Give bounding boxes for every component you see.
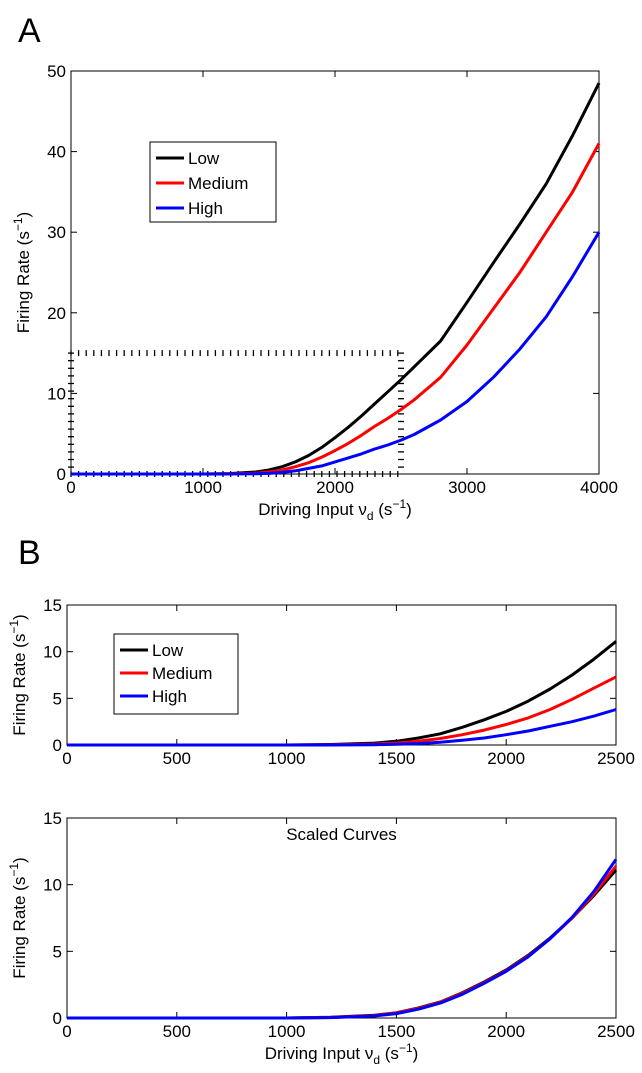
x-axis-label: Driving Input νd (s−1) <box>258 497 412 523</box>
panel-a-letter: A <box>18 12 41 50</box>
x-tick-label: 4000 <box>580 478 618 497</box>
legend-label-medium: Medium <box>188 174 248 193</box>
legend-label-high: High <box>152 687 187 706</box>
series-line-high <box>67 858 618 1020</box>
x-tick-label: 2500 <box>597 749 635 768</box>
y-tick-label: 5 <box>53 689 62 708</box>
series-line-medium <box>67 865 618 1020</box>
y-tick-label: 20 <box>47 304 66 323</box>
x-axis-label: Driving Input νd (s−1) <box>265 1041 419 1067</box>
legend-label-low: Low <box>152 641 184 660</box>
x-tick-label: 500 <box>163 749 191 768</box>
x-tick-label: 2000 <box>487 1022 525 1041</box>
y-tick-label: 10 <box>43 876 62 895</box>
y-axis-label: Firing Rate (s−1) <box>7 857 29 978</box>
x-tick-label: 0 <box>66 478 75 497</box>
legend: Low Medium High <box>149 141 277 223</box>
chart-title: Scaled Curves <box>286 825 397 844</box>
legend-label-high: High <box>188 199 223 218</box>
x-tick-label: 1500 <box>377 749 415 768</box>
x-tick-label: 500 <box>163 1022 191 1041</box>
panel-b-bottom: 0 500 1000 1500 2000 2500 0 5 10 15 Driving Input … <box>7 809 635 1067</box>
x-tick-label: 2500 <box>597 1022 635 1041</box>
legend-box <box>113 633 239 715</box>
y-tick-label: 10 <box>47 384 66 403</box>
x-tick-label: 1500 <box>377 1022 415 1041</box>
series-line-high <box>71 231 601 476</box>
series-line-low <box>67 869 618 1020</box>
y-axis-label: Firing Rate (s−1) <box>11 212 33 333</box>
x-tick-label: 3000 <box>448 478 486 497</box>
x-tick-label: 2000 <box>316 478 354 497</box>
y-tick-label: 10 <box>43 643 62 662</box>
x-tick-label: 1000 <box>268 749 306 768</box>
y-tick-label: 0 <box>53 1009 62 1028</box>
panel-b-letter: B <box>18 534 41 572</box>
y-tick-label: 15 <box>43 596 62 615</box>
panel-a: 0 1000 2000 3000 4000 0 10 20 30 40 50 Driving Inpu… <box>11 62 618 523</box>
x-tick-label: 0 <box>62 1022 71 1041</box>
reference-box <box>68 350 404 477</box>
y-axis-label: Firing Rate (s−1) <box>7 614 29 735</box>
y-tick-label: 30 <box>47 223 66 242</box>
y-tick-label: 40 <box>47 143 66 162</box>
panel-b-top: 0 500 1000 1500 2000 2500 0 5 10 15 Firing Rate (s… <box>7 596 635 768</box>
legend-label-low: Low <box>188 149 220 168</box>
y-tick-label: 0 <box>57 465 66 484</box>
y-tick-label: 50 <box>47 62 66 81</box>
x-tick-label: 1000 <box>268 1022 306 1041</box>
y-tick-label: 0 <box>53 736 62 755</box>
y-tick-label: 15 <box>43 809 62 828</box>
x-tick-label: 2000 <box>487 749 525 768</box>
x-tick-label: 0 <box>62 749 71 768</box>
x-tick-label: 1000 <box>184 478 222 497</box>
plot-frame <box>66 817 617 1019</box>
series-line-high <box>67 708 617 747</box>
legend: Low Medium High <box>113 633 239 715</box>
y-tick-label: 5 <box>53 942 62 961</box>
legend-label-medium: Medium <box>152 664 212 683</box>
